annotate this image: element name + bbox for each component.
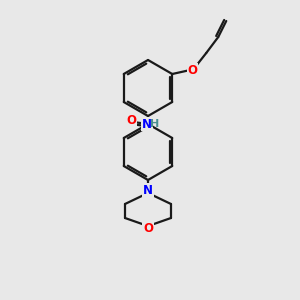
Text: O: O xyxy=(187,64,197,76)
Text: H: H xyxy=(150,119,160,129)
Text: N: N xyxy=(142,118,152,130)
Text: N: N xyxy=(143,184,153,196)
Text: O: O xyxy=(143,221,153,235)
Text: O: O xyxy=(126,115,136,128)
